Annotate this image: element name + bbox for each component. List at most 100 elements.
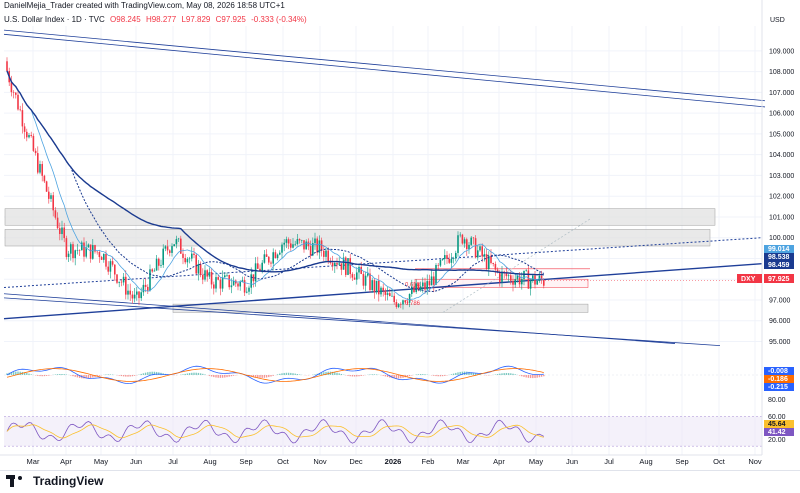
candle-body [345, 258, 347, 275]
candle-body [224, 275, 226, 277]
candle-body [162, 249, 164, 265]
candle-body [426, 281, 428, 289]
macd-histogram-bar [526, 375, 527, 377]
macd-histogram-bar [521, 375, 522, 376]
macd-histogram-bar [453, 374, 454, 375]
candle-body [530, 280, 532, 288]
macd-histogram-bar [440, 375, 441, 376]
tradingview-logo-icon [6, 475, 28, 487]
price-tick-label: 97.000 [769, 297, 791, 304]
macd-histogram-bar [64, 374, 65, 375]
rsi-tick-label: 80.00 [768, 397, 786, 404]
macd-histogram-bar [420, 374, 421, 375]
candle-body [57, 218, 59, 229]
candle-body [228, 275, 230, 287]
candle-body [508, 275, 510, 276]
macd-histogram-bar [341, 374, 342, 375]
candle-body [539, 276, 541, 281]
macd-histogram-bar [46, 375, 47, 376]
candle-body [525, 270, 527, 271]
candle-body [385, 291, 387, 295]
candle-body [536, 281, 538, 285]
candle-body [182, 254, 184, 258]
candle-body [360, 267, 362, 274]
date-tick-label: Jun [566, 457, 578, 466]
last-price-label: 97.925 [768, 276, 790, 283]
price-tick-label: 103.000 [769, 173, 794, 180]
candle-body [393, 296, 395, 302]
candle-body [246, 292, 248, 293]
candle-body [409, 294, 411, 303]
candle-body [299, 239, 301, 240]
date-tick-label: Oct [713, 457, 726, 466]
candle-body [125, 277, 127, 295]
date-tick-label: Feb [422, 457, 435, 466]
macd-histogram-bar [196, 373, 197, 375]
price-tick-label: 96.000 [769, 318, 791, 325]
macd-histogram-bar [125, 375, 126, 377]
candle-body [211, 272, 213, 284]
macd-histogram-bar [497, 374, 498, 375]
candle-body [253, 274, 255, 281]
macd-histogram-bar [457, 372, 458, 375]
candle-body [167, 246, 169, 250]
macd-histogram-bar [119, 375, 120, 376]
macd-histogram-bar [451, 374, 452, 375]
rsi-tick-label: 20.00 [768, 437, 786, 444]
candle-body [279, 253, 281, 255]
candle-body [371, 280, 373, 290]
candle-body [475, 238, 477, 257]
currency-label: USD [770, 17, 785, 24]
candle-body [455, 253, 457, 258]
macd-histogram-bar [339, 373, 340, 375]
price-axis[interactable]: USD109.000108.000107.000106.000105.00010… [762, 0, 794, 455]
candle-body [479, 246, 481, 250]
candle-body [70, 244, 72, 253]
candle-body [319, 240, 321, 252]
candle-body [451, 259, 453, 263]
macd-value-label: -0.186 [768, 376, 788, 383]
macd-histogram-bar [72, 375, 73, 376]
candle-body [266, 254, 268, 257]
candle-body [176, 239, 178, 244]
resistance-zone-lower [5, 229, 710, 246]
candle-body [191, 254, 193, 259]
candle-body [292, 244, 294, 247]
macd-histogram-bar [57, 374, 58, 375]
candle-body [123, 277, 125, 283]
macd-histogram-bar [149, 372, 150, 375]
candle-body [352, 274, 354, 278]
candle-body [369, 274, 371, 291]
candle-body [48, 192, 50, 199]
candle-body [171, 246, 173, 253]
candle-body [257, 263, 259, 268]
candle-body [457, 235, 459, 253]
macd-histogram-bar [374, 374, 375, 375]
macd-pane [4, 366, 762, 383]
candle-body [376, 281, 378, 292]
candle-body [99, 252, 101, 257]
macd-histogram-bar [530, 375, 531, 378]
candle-body [316, 239, 318, 253]
candle-body [101, 257, 103, 260]
candle-body [332, 263, 334, 266]
candle-body [105, 254, 107, 267]
candle-body [37, 153, 39, 172]
macd-histogram-bar [528, 375, 529, 378]
candle-body [407, 302, 409, 303]
macd-histogram-bar [515, 374, 516, 375]
candle-body [473, 238, 475, 239]
candle-body [301, 240, 303, 241]
date-tick-label: Aug [639, 457, 652, 466]
candle-body [338, 263, 340, 264]
candle-body [484, 254, 486, 256]
candle-body [528, 270, 530, 288]
candle-body [110, 261, 112, 272]
macd-histogram-bar [185, 374, 186, 375]
tradingview-logo[interactable]: TradingView [6, 474, 103, 488]
price-tick-label: 95.000 [769, 339, 791, 346]
macd-histogram-bar [59, 374, 60, 375]
macd-histogram-bar [70, 375, 71, 376]
